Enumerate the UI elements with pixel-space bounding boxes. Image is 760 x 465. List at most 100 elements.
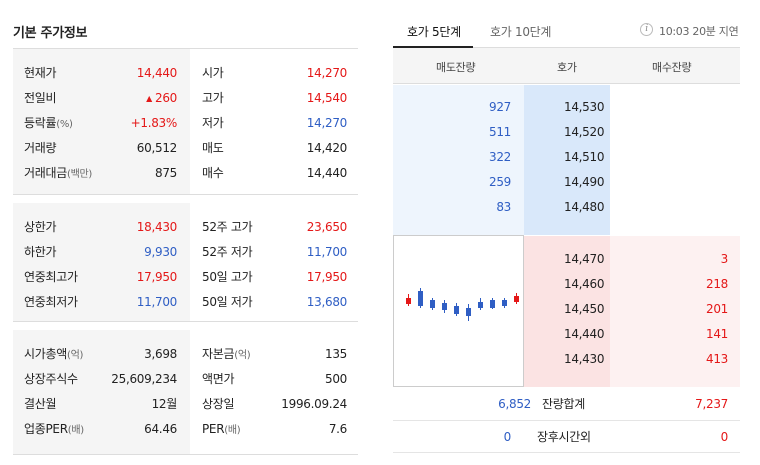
stat-label: 연중최고가 — [24, 265, 78, 291]
total-ask-qty: 6,852 — [498, 397, 531, 411]
stat-row: 결산월 12월 상장일 1996.09.24 — [13, 392, 358, 417]
bid-price[interactable]: 14,450 — [564, 302, 605, 316]
info-icon[interactable]: i — [640, 23, 653, 36]
limit-info-group: 상한가 18,430 52주 고가 23,650 하한가 9,930 52주 저가 11,70… — [13, 203, 358, 322]
stat-label-text: 현재가 — [24, 66, 57, 80]
bid-qty: 218 — [705, 277, 728, 291]
up-arrow-icon: ▲ — [146, 94, 152, 103]
ask-price[interactable]: 14,490 — [564, 175, 605, 189]
stat-label-2-text: 상장일 — [202, 397, 235, 411]
ask-qty-area — [393, 85, 524, 235]
candle-body — [442, 303, 447, 310]
stat-label-2-text: 액면가 — [202, 372, 235, 386]
stat-label: 상장주식수 — [24, 367, 78, 393]
bid-price[interactable]: 14,440 — [564, 327, 605, 341]
stat-value-text: 11,700 — [136, 295, 178, 309]
orderbook-tabs: 호가 5단계 호가 10단계 — [393, 16, 740, 48]
stat-label-text: 거래량 — [24, 141, 57, 155]
basic-info-title: 기본 주가정보 — [13, 26, 88, 41]
stat-value-2: 14,540 — [306, 91, 348, 105]
stat-label-2: 액면가 — [202, 367, 235, 393]
bid-price[interactable]: 14,470 — [564, 252, 605, 266]
stat-label: 거래대금(백만) — [24, 161, 92, 187]
stat-label-2-text: 시가 — [202, 66, 224, 80]
stat-label-text: 전일비 — [24, 91, 57, 105]
stat-value-2: 500 — [324, 372, 347, 386]
stat-value-2: 135 — [324, 347, 347, 361]
after-hours-label: 장후시간외 — [537, 430, 591, 444]
stat-row: 등락률(%) +1.83% 저가 14,270 — [13, 111, 358, 136]
stat-label-2-text: 50일 저가 — [202, 295, 253, 309]
company-info-group: 시가총액(억) 3,698 자본금(억) 135 상장주식수 25,609,234 액면가 5… — [13, 330, 358, 455]
stat-row: 현재가 14,440 시가 14,270 — [13, 61, 358, 86]
after-hours-ask-qty: 0 — [503, 430, 512, 444]
stat-value-text: 25,609,234 — [111, 372, 177, 386]
stat-label-2: 고가 — [202, 86, 224, 112]
stat-label-2-text: PER — [202, 422, 225, 436]
stat-row: 상장주식수 25,609,234 액면가 500 — [13, 367, 358, 392]
stat-row: 하한가 9,930 52주 저가 11,700 — [13, 240, 358, 265]
stat-label: 전일비 — [24, 86, 57, 112]
stat-label: 거래량 — [24, 136, 57, 162]
ask-price[interactable]: 14,510 — [564, 150, 605, 164]
stat-value: 875 — [155, 161, 177, 186]
ask-price[interactable]: 14,520 — [564, 125, 605, 139]
stat-value-2: 23,650 — [306, 220, 348, 234]
stat-value: 12월 — [152, 392, 178, 417]
stat-label-text: 시가총액 — [24, 347, 67, 361]
orderbook-header: 매도잔량 호가 매수잔량 — [393, 48, 740, 84]
candle-body — [478, 302, 483, 308]
stat-value-2: 7.6 — [328, 422, 347, 436]
tab-10-levels[interactable]: 호가 10단계 — [490, 25, 552, 39]
header-price: 호가 — [557, 61, 577, 74]
stat-row: 전일비 ▲ 260 고가 14,540 — [13, 86, 358, 111]
ask-price[interactable]: 14,480 — [564, 200, 605, 214]
tab-baseline — [393, 47, 740, 48]
candle-body — [490, 300, 495, 308]
stat-label-2-unit: (배) — [224, 425, 241, 436]
summary-bottom-line — [393, 452, 740, 453]
header-ask-qty: 매도잔량 — [436, 61, 476, 74]
stat-value: 60,512 — [137, 136, 178, 161]
bid-price[interactable]: 14,430 — [564, 352, 605, 366]
summary-divider — [393, 420, 740, 421]
bid-price-area — [524, 236, 610, 387]
stat-row: 연중최고가 17,950 50일 고가 17,950 — [13, 265, 358, 290]
title-divider — [13, 48, 358, 49]
stat-label-text: 상장주식수 — [24, 372, 78, 386]
stat-label-text: 업종PER — [24, 422, 68, 436]
stat-value-text: +1.83% — [130, 116, 178, 130]
candle-body — [514, 296, 519, 302]
price-info-group: 현재가 14,440 시가 14,270 전일비 ▲ 260 고가 14,540 등락률(%) +1… — [13, 49, 358, 195]
ask-price-area — [524, 85, 610, 235]
total-label: 잔량합계 — [542, 397, 585, 411]
candle-body — [430, 300, 435, 308]
stat-label-unit: (억) — [66, 350, 84, 361]
stat-value: 25,609,234 — [111, 367, 177, 392]
stat-label-2: 자본금(억) — [202, 342, 251, 368]
ask-qty: 927 — [488, 100, 511, 114]
ask-price[interactable]: 14,530 — [564, 100, 605, 114]
tab-5-levels[interactable]: 호가 5단계 — [407, 25, 461, 39]
stat-value-2: 13,680 — [306, 295, 348, 309]
after-hours-bid-qty: 0 — [720, 430, 729, 444]
candle-body — [466, 308, 471, 316]
stat-row: 업종PER(배) 64.46 PER(배) 7.6 — [13, 417, 358, 442]
stat-label-2-text: 50일 고가 — [202, 270, 253, 284]
stat-label: 상한가 — [24, 215, 57, 241]
mini-candle-chart — [393, 235, 524, 387]
stat-label: 연중최저가 — [24, 290, 78, 316]
candle-svg — [406, 288, 519, 321]
candle-body — [406, 298, 411, 304]
stat-label-2: 50일 고가 — [202, 265, 253, 291]
stat-label-text: 등락률 — [24, 116, 57, 130]
stat-value: 14,440 — [137, 61, 178, 86]
bid-price[interactable]: 14,460 — [564, 277, 605, 291]
stat-value-text: 64.46 — [144, 422, 177, 436]
stat-label-2: 저가 — [202, 111, 224, 137]
stat-label-unit: (백만) — [66, 169, 92, 180]
stat-row: 상한가 18,430 52주 고가 23,650 — [13, 215, 358, 240]
bid-qty: 413 — [705, 352, 728, 366]
stat-row: 거래량 60,512 매도 14,420 — [13, 136, 358, 161]
bid-qty: 3 — [720, 252, 729, 266]
